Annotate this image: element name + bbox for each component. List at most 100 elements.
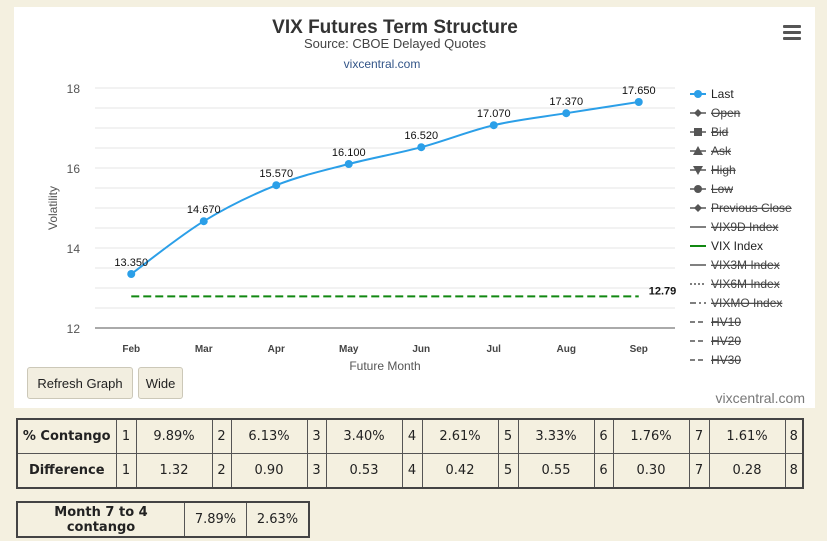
month-contango-value: 7.89% — [184, 501, 247, 538]
legend-item-hv10[interactable]: HV10 — [711, 315, 741, 329]
legend-item-vixmo-index[interactable]: VIXMO Index — [711, 296, 782, 310]
value-cell: 0.30 — [612, 453, 690, 489]
month-number-cell: 8 — [784, 453, 804, 489]
contango-row: Difference 1 1.32 2 0.90 3 0.53 4 0.42 5 0.55 6 0.30… — [16, 453, 804, 489]
chart-subtitle: Source: CBOE Delayed Quotes — [304, 36, 487, 51]
data-label: 17.650 — [622, 85, 656, 97]
data-label: 17.370 — [549, 96, 583, 108]
legend-marker — [694, 185, 702, 193]
last-data-point — [417, 143, 426, 152]
legend-marker — [694, 90, 702, 98]
x-tick-label: Jun — [412, 344, 430, 355]
month-number-cell: 1 — [115, 453, 137, 489]
data-label: 15.570 — [259, 168, 293, 180]
source-link[interactable]: vixcentral.com — [344, 57, 421, 71]
legend-item-low[interactable]: Low — [711, 182, 733, 196]
legend-marker — [693, 166, 703, 175]
value-cell: 0.53 — [325, 453, 403, 489]
legend-item-vix-index[interactable]: VIX Index — [711, 239, 763, 253]
last-data-point — [562, 109, 571, 118]
x-tick-label: Sep — [630, 344, 648, 355]
x-tick-label: Jul — [487, 344, 502, 355]
legend-item-previous-close[interactable]: Previous Close — [711, 201, 792, 215]
legend-marker — [694, 128, 702, 136]
legend-marker — [694, 109, 702, 117]
data-label: 17.070 — [477, 108, 511, 120]
chart-menu-icon[interactable] — [783, 25, 801, 40]
y-tick-label: 12 — [67, 322, 81, 336]
month-contango-label: Month 7 to 4 contango — [16, 501, 185, 538]
value-cell: 1.32 — [135, 453, 213, 489]
month-number-cell: 4 — [401, 418, 423, 454]
month-number-cell: 7 — [688, 418, 710, 454]
legend-item-last[interactable]: Last — [711, 87, 734, 101]
chart-credit[interactable]: vixcentral.com — [715, 390, 805, 406]
month-number-cell: 6 — [593, 418, 614, 454]
chart-panel: VIX Futures Term Structure Source: CBOE D… — [14, 7, 815, 408]
value-cell: 9.89% — [135, 418, 213, 454]
data-label: 14.670 — [187, 204, 221, 216]
value-cell: 1.61% — [708, 418, 786, 454]
month-contango-table: Month 7 to 4 contango 7.89% 2.63% — [16, 501, 310, 538]
row-label: % Contango — [16, 418, 117, 454]
month-number-cell: 8 — [784, 418, 804, 454]
legend-item-vix6m-index[interactable]: VIX6M Index — [711, 277, 780, 291]
y-tick-label: 18 — [67, 82, 81, 96]
contango-table: % Contango 1 9.89% 2 6.13% 3 3.40% 4 2.61% 5 3.33%… — [16, 418, 804, 489]
last-data-point — [344, 160, 353, 168]
legend-item-open[interactable]: Open — [711, 106, 740, 120]
last-data-point — [489, 121, 498, 130]
month-number-cell: 3 — [306, 418, 327, 454]
x-tick-label: Mar — [195, 344, 213, 355]
x-tick-label: May — [339, 344, 359, 355]
value-cell: 3.33% — [517, 418, 595, 454]
legend-item-hv20[interactable]: HV20 — [711, 334, 741, 348]
x-tick-label: Apr — [268, 344, 285, 355]
data-label: 16.520 — [404, 130, 438, 142]
value-cell: 6.13% — [230, 418, 308, 454]
legend-item-ask[interactable]: Ask — [711, 144, 732, 158]
legend-item-hv30[interactable]: HV30 — [711, 353, 741, 367]
y-axis-title: Volatility — [46, 186, 60, 230]
data-label: 13.350 — [114, 257, 148, 269]
data-label: 16.100 — [332, 147, 366, 159]
month-number-cell: 2 — [211, 453, 232, 489]
contango-row: % Contango 1 9.89% 2 6.13% 3 3.40% 4 2.61% 5 3.33%… — [16, 418, 804, 454]
month-number-cell: 2 — [211, 418, 232, 454]
month-number-cell: 6 — [593, 453, 614, 489]
legend-item-bid[interactable]: Bid — [711, 125, 728, 139]
value-cell: 0.55 — [517, 453, 595, 489]
value-cell: 1.76% — [612, 418, 690, 454]
x-axis-title: Future Month — [349, 359, 420, 373]
month-number-cell: 4 — [401, 453, 423, 489]
month-number-cell: 1 — [115, 418, 137, 454]
y-tick-label: 14 — [67, 242, 81, 256]
legend-item-high[interactable]: High — [711, 163, 736, 177]
legend-marker — [693, 146, 703, 155]
x-tick-label: Feb — [122, 344, 140, 355]
month-number-cell: 5 — [497, 453, 519, 489]
last-data-point — [127, 270, 136, 278]
chart-title: VIX Futures Term Structure — [272, 17, 518, 38]
y-tick-label: 16 — [67, 162, 81, 176]
value-cell: 2.61% — [421, 418, 499, 454]
value-cell: 3.40% — [325, 418, 403, 454]
vix-index-label: 12.79 — [649, 285, 677, 297]
row-label: Difference — [16, 453, 117, 489]
x-tick-label: Aug — [557, 344, 576, 355]
legend-item-vix9d-index[interactable]: VIX9D Index — [711, 220, 778, 234]
value-cell: 0.90 — [230, 453, 308, 489]
last-data-point — [199, 217, 208, 226]
value-cell: 0.28 — [708, 453, 786, 489]
refresh-graph-button[interactable]: Refresh Graph — [27, 367, 133, 399]
month-number-cell: 7 — [688, 453, 710, 489]
wide-button[interactable]: Wide — [138, 367, 183, 399]
month-number-cell: 5 — [497, 418, 519, 454]
last-data-point — [634, 98, 643, 106]
legend-item-vix3m-index[interactable]: VIX3M Index — [711, 258, 780, 272]
value-cell: 0.42 — [421, 453, 499, 489]
month-contango-row: Month 7 to 4 contango 7.89% 2.63% — [16, 501, 310, 538]
last-data-point — [272, 181, 281, 190]
month-number-cell: 3 — [306, 453, 327, 489]
